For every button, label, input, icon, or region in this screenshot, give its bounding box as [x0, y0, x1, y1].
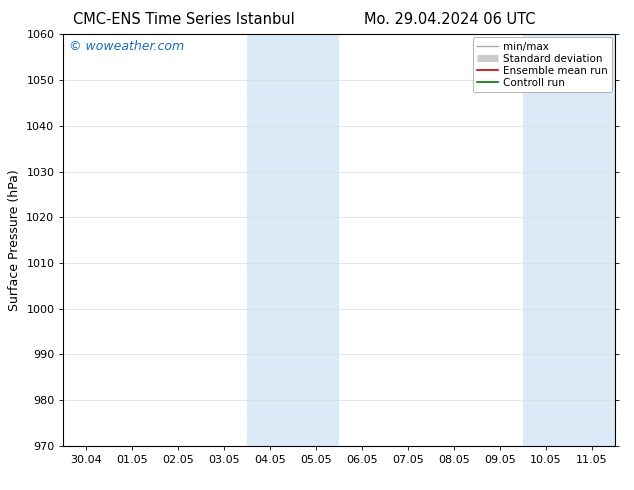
Bar: [523, 34, 615, 446]
Text: Mo. 29.04.2024 06 UTC: Mo. 29.04.2024 06 UTC: [365, 12, 536, 27]
Legend: min/max, Standard deviation, Ensemble mean run, Controll run: min/max, Standard deviation, Ensemble me…: [473, 37, 612, 92]
Text: CMC-ENS Time Series Istanbul: CMC-ENS Time Series Istanbul: [73, 12, 295, 27]
Y-axis label: Surface Pressure (hPa): Surface Pressure (hPa): [8, 169, 21, 311]
Text: © woweather.com: © woweather.com: [69, 41, 184, 53]
Bar: [247, 34, 339, 446]
